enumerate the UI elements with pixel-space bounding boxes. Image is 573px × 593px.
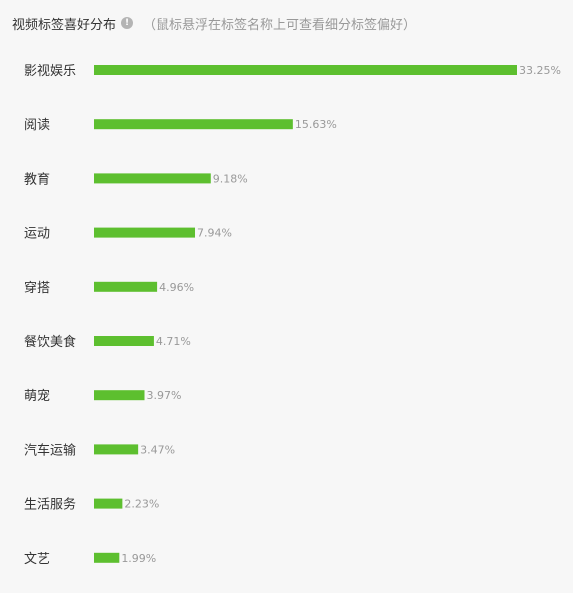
category-label[interactable]: 餐饮美食 xyxy=(24,334,76,350)
bar[interactable] xyxy=(94,498,123,509)
value-label: 33.25% xyxy=(519,64,561,77)
category-label[interactable]: 穿搭 xyxy=(24,280,50,296)
value-label: 2.23% xyxy=(124,498,159,511)
bar[interactable] xyxy=(94,227,196,238)
value-label: 9.18% xyxy=(213,172,248,185)
category-label[interactable]: 文艺 xyxy=(24,552,50,567)
bar[interactable] xyxy=(94,281,158,292)
bar[interactable] xyxy=(94,552,120,563)
category-label[interactable]: 生活服务 xyxy=(24,497,76,513)
info-icon[interactable]: ! xyxy=(121,17,134,29)
panel-header: 视频标签喜好分布 ! （鼠标悬浮在标签名称上可查看细分标签偏好） xyxy=(12,13,416,33)
value-label: 1.99% xyxy=(121,552,156,565)
bar[interactable] xyxy=(94,390,145,401)
value-label: 3.97% xyxy=(147,389,182,402)
value-label: 15.63% xyxy=(295,118,337,131)
category-label[interactable]: 汽车运输 xyxy=(24,442,76,458)
category-label[interactable]: 运动 xyxy=(24,227,50,242)
category-label[interactable]: 教育 xyxy=(24,171,50,187)
value-label: 7.94% xyxy=(197,227,232,240)
value-label: 3.47% xyxy=(140,443,175,456)
category-label[interactable]: 阅读 xyxy=(24,118,50,133)
category-label[interactable]: 影视娱乐 xyxy=(24,64,76,79)
panel-title: 视频标签喜好分布 xyxy=(12,17,117,33)
bar[interactable] xyxy=(94,119,293,130)
bar[interactable] xyxy=(94,65,517,75)
bar[interactable] xyxy=(94,444,139,455)
bar[interactable] xyxy=(94,336,154,346)
bar[interactable] xyxy=(94,173,211,184)
panel-hint: （鼠标悬浮在标签名称上可查看细分标签偏好） xyxy=(143,17,417,33)
value-label: 4.71% xyxy=(156,335,191,348)
value-label: 4.96% xyxy=(159,281,194,294)
category-label[interactable]: 萌宠 xyxy=(24,388,50,404)
